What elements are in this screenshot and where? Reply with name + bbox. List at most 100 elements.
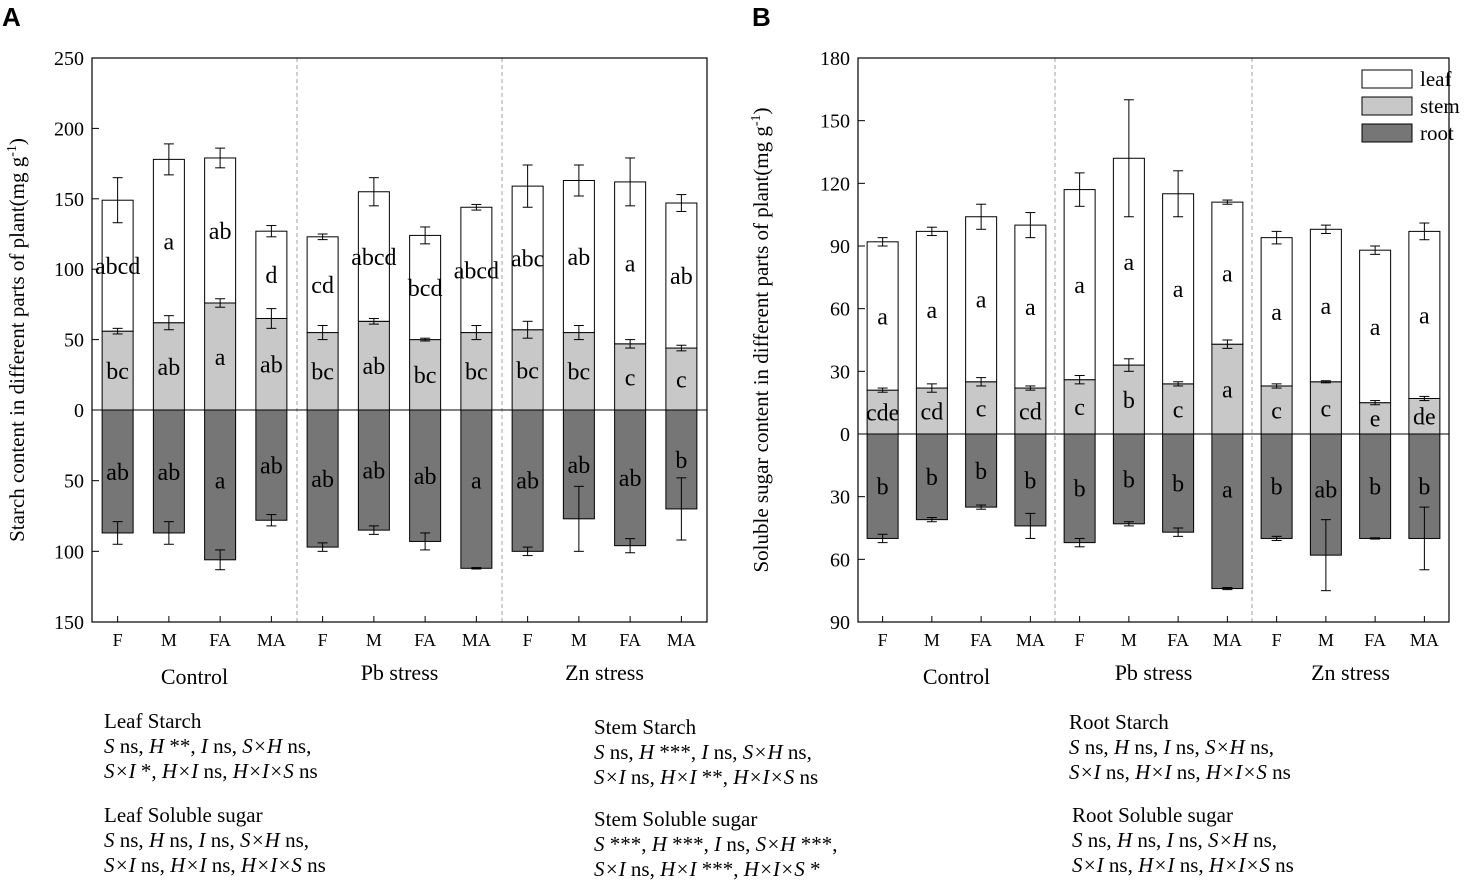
letter-root: b [926, 465, 938, 491]
letter-stem: a [215, 345, 226, 371]
bar-leaf [204, 157, 237, 304]
y-tick-label: 50 [64, 330, 84, 352]
stats-factor: H×I [660, 857, 697, 881]
y-tick-label: 60 [830, 299, 850, 321]
stats-factor: H×I×S [1208, 853, 1270, 877]
stats-significance: **, [164, 734, 201, 758]
stats-significance: ns, [1171, 760, 1206, 784]
group-label: Zn stress [565, 660, 644, 685]
bar-root [915, 433, 948, 521]
bar-stem [1408, 397, 1441, 435]
letter-leaf: a [976, 288, 987, 314]
letter-root: b [675, 448, 687, 474]
stats-line: S ns, H ns, I ns, S×H ns, [1069, 735, 1291, 760]
bar-leaf [965, 216, 998, 383]
letter-root: b [1369, 475, 1381, 501]
letter-stem: a [1222, 377, 1233, 403]
stats-line: S×I ns, H×I ns, H×I×S ns [1069, 760, 1291, 785]
stats-line: S×I ns, H×I ***, H×I×S * [594, 857, 837, 882]
stats-factor: H [638, 740, 655, 764]
bar-leaf [152, 158, 185, 324]
letter-leaf: ab [670, 264, 693, 290]
stats-factor: I [1166, 828, 1174, 852]
bar-root [1112, 433, 1145, 525]
stats-significance: ***, [795, 832, 838, 856]
stats-leaf-soluble-sugar: Leaf Soluble sugar S ns, H ns, I ns, S×H… [104, 803, 326, 878]
x-tick-label: MA [257, 630, 286, 650]
bar-stem [306, 332, 339, 411]
x-tick-label: M [161, 630, 177, 650]
stats-significance: ns, [1132, 828, 1167, 852]
stats-factor: I [714, 832, 722, 856]
stats-significance: **, [696, 765, 734, 789]
letter-leaf: abc [511, 246, 544, 272]
stats-significance: ***, [604, 832, 652, 856]
letter-root: b [1418, 475, 1430, 501]
letter-stem: bc [414, 363, 437, 389]
stats-significance: ns, [205, 828, 240, 852]
letter-leaf: a [1419, 303, 1430, 329]
stats-significance: ***, [696, 857, 744, 881]
letter-root: b [1271, 475, 1283, 501]
stats-line: S ***, H ***, I ns, S×H ***, [594, 832, 837, 857]
letter-leaf: d [265, 263, 277, 289]
letter-stem: bc [516, 358, 539, 384]
stats-factor: S×H [742, 740, 783, 764]
letter-leaf: cd [311, 273, 334, 299]
plot-frame [857, 57, 1450, 623]
y-tick-label: 90 [830, 236, 850, 258]
legend-swatch-leaf [1361, 69, 1413, 89]
bar-stem [1014, 387, 1047, 435]
legend-label-leaf: leaf [1420, 67, 1451, 91]
stats-significance: ns [293, 759, 318, 783]
stats-significance: ***, [666, 832, 715, 856]
stats-title: Root Starch [1069, 710, 1169, 734]
bar-leaf [511, 185, 544, 331]
chart-starch: bcabcdabFabaabMaabaFAabdabMAbccdabFababc… [5, 48, 708, 689]
letter-stem: cd [921, 399, 944, 425]
letter-leaf: bcd [408, 276, 443, 302]
stats-root-starch: Root Starch S ns, H ns, I ns, S×H ns, S×… [1069, 710, 1291, 785]
stats-factor: I [1163, 735, 1171, 759]
stats-factor: S [104, 828, 115, 852]
letter-leaf: a [877, 304, 888, 330]
stats-significance: ns, [135, 853, 171, 877]
stats-factor: H×I×S [743, 857, 805, 881]
letter-root: ab [260, 454, 283, 480]
y-axis-title-main: Soluble sugar content in different parts… [749, 126, 773, 573]
letter-stem: ab [363, 354, 386, 380]
letter-stem: c [1173, 397, 1184, 423]
x-tick-label: F [1075, 630, 1085, 650]
x-tick-label: F [878, 630, 888, 650]
letter-leaf: a [625, 251, 636, 277]
x-tick-label: F [318, 630, 328, 650]
stats-factor: H×I×S [232, 759, 294, 783]
stats-factor: I [200, 734, 208, 758]
letter-leaf: a [1025, 295, 1036, 321]
x-tick-label: F [523, 630, 533, 650]
stats-line: S×I ns, H×I **, H×I×S ns [594, 765, 818, 790]
panel-label-a: A [2, 2, 21, 32]
stats-factor: H [651, 832, 667, 856]
x-tick-label: MA [1410, 630, 1439, 650]
stats-significance: ns, [198, 759, 233, 783]
letter-leaf: a [1222, 262, 1233, 288]
stats-title: Stem Soluble sugar [594, 807, 758, 831]
y-tick-label: 100 [54, 541, 84, 563]
stats-significance: ***, [654, 740, 702, 764]
stats-factor: S×I [104, 853, 136, 877]
bar-stem [1309, 381, 1342, 435]
letter-root: ab [1315, 477, 1338, 503]
plot-frame [91, 57, 708, 623]
stats-significance: ns, [207, 734, 243, 758]
letter-root: b [1024, 468, 1036, 494]
stats-factor: S×I [1069, 760, 1101, 784]
legend-label-root: root [1420, 121, 1454, 145]
stats-factor: H×I×S [1205, 760, 1267, 784]
stats-factor: H [1116, 828, 1133, 852]
y-tick-label: 50 [64, 471, 84, 493]
letter-stem: bc [106, 359, 129, 385]
x-tick-label: M [366, 630, 382, 650]
stats-title: Leaf Starch [104, 709, 202, 733]
